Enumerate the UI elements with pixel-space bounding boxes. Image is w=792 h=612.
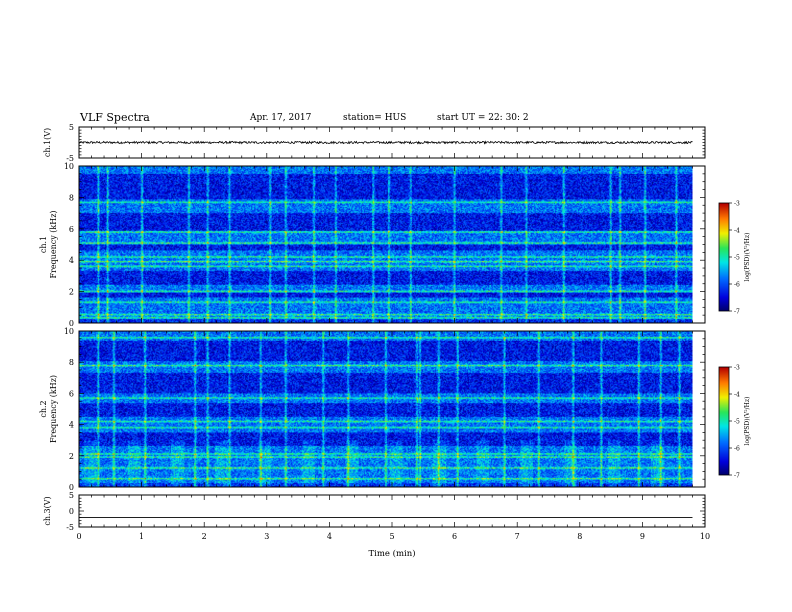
ch1-spectrogram-ytick-label: 0 [69,319,74,328]
ch2-spectrogram-ytick-label: 6 [69,389,74,398]
x-tick-label: 1 [139,532,144,541]
date-label: Apr. 17, 2017 [250,113,312,123]
ch2-spectrogram-ytick-label: 10 [64,327,74,336]
ch1-colorbar-gradient [719,203,729,311]
x-axis-label: Time (min) [368,548,415,559]
ch1-spectrogram-image [79,166,705,323]
ch1-colorbar-label: log(PSD)(V²/Hz) [744,233,751,282]
ch2-spectrogram-ylabel-channel: ch.2 [39,400,48,417]
x-tick-label: 3 [264,532,269,541]
x-tick-label: 10 [700,532,710,541]
ch1-spectrogram-ytick-label: 6 [69,225,74,234]
ch1-waveform-ytick-label: 5 [69,123,74,132]
ch2-colorbar-tick-label: -3 [734,365,740,372]
ch2-spectrogram-ytick-label: 0 [69,483,74,492]
ch3-waveform-ytick-label: 0 [69,507,74,516]
ch3-waveform-ytick-label: -5 [66,523,74,532]
ch2-spectrogram-ytick-label: 2 [69,452,74,461]
ch2-colorbar-tick-label: -7 [734,473,740,480]
ch1-spectrogram-ytick-label: 8 [69,193,74,202]
x-tick-label: 9 [640,532,645,541]
start-time-label: start UT = 22: 30: 2 [437,113,529,123]
ch1-spectrogram-ylabel-freq: Frequency (kHz) [49,210,58,278]
ch1-colorbar-tick-label: -3 [734,201,740,208]
ch1-colorbar-tick-label: -7 [734,309,740,316]
x-tick-label: 2 [202,532,207,541]
ch3-waveform-ylabel: ch.3(V) [43,496,52,525]
ch2-colorbar-tick-label: -4 [734,392,740,399]
x-tick-label: 7 [515,532,520,541]
ch2-spectrogram-image [79,331,705,487]
ch1-waveform-ylabel: ch.1(V) [43,128,52,157]
x-tick-label: 4 [327,532,332,541]
station-label: station= HUS [343,113,407,123]
ch1-colorbar-tick-label: -6 [734,282,740,289]
ch3-waveform-ytick-label: 5 [69,491,74,500]
ch2-spectrogram-ytick-label: 4 [69,421,74,430]
ch2-colorbar-tick-label: -6 [734,446,740,453]
ch2-colorbar-gradient [719,367,729,475]
ch1-waveform-ytick-label: -5 [66,154,74,163]
ch2-spectrogram-ytick-label: 8 [69,358,74,367]
ch2-colorbar-label: log(PSD)(V²/Hz) [744,397,751,446]
ch1-spectrogram-ytick-label: 10 [64,162,74,171]
figure-title: VLF Spectra [80,111,150,124]
ch1-spectrogram-ylabel-channel: ch.1 [39,236,48,253]
x-tick-label: 6 [452,532,457,541]
ch1-colorbar-tick-label: -5 [734,255,740,262]
ch2-colorbar-tick-label: -5 [734,419,740,426]
ch1-waveform-line [78,140,693,145]
ch1-colorbar-tick-label: -4 [734,228,740,235]
x-tick-label: 0 [76,532,81,541]
ch1-spectrogram-ytick-label: 4 [69,256,74,265]
ch1-spectrogram-ytick-label: 2 [69,288,74,297]
x-tick-label: 5 [389,532,394,541]
ch2-spectrogram-ylabel-freq: Frequency (kHz) [49,375,58,443]
x-tick-label: 8 [577,532,582,541]
